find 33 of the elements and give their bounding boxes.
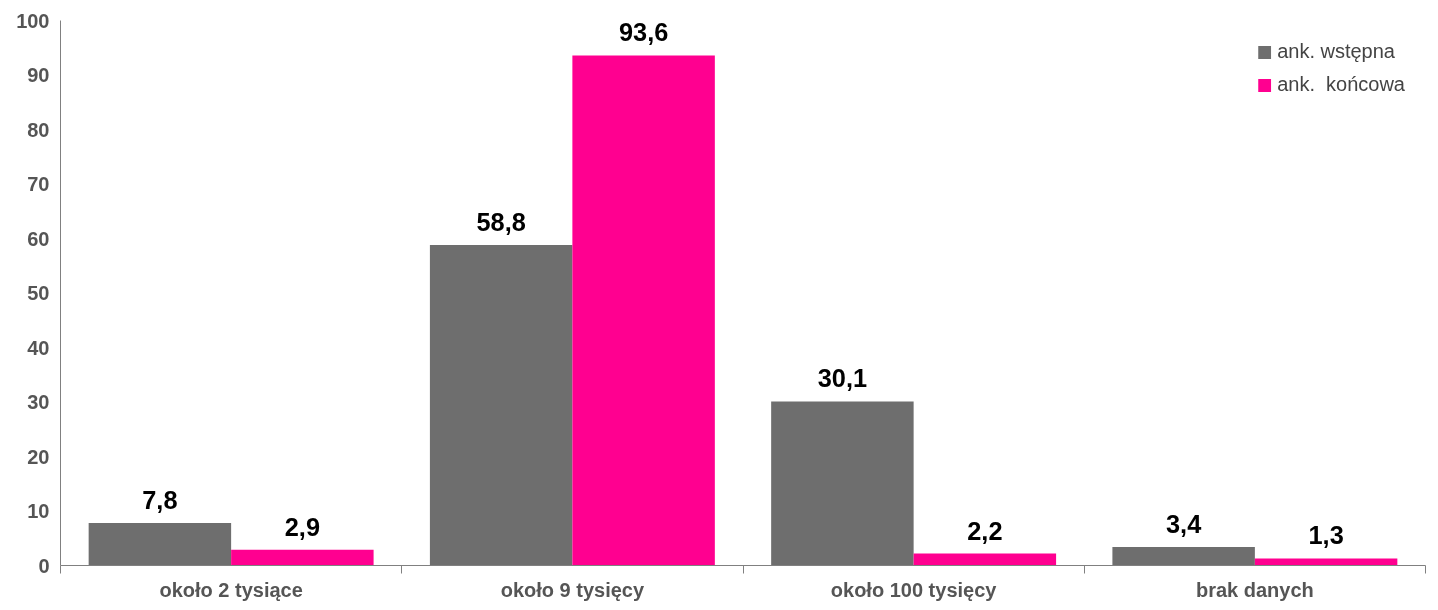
x-tick-label: około 9 tysięcy	[500, 578, 645, 601]
y-tick-label: 20	[27, 445, 50, 468]
bar	[572, 55, 715, 566]
bar	[913, 553, 1057, 566]
y-tick-label: 60	[27, 227, 50, 250]
legend-label: ank. końcowa	[1277, 73, 1405, 96]
data-label: 93,6	[618, 18, 669, 47]
y-tick-label: 40	[27, 336, 50, 359]
y-tick-label: 70	[27, 173, 50, 195]
bar	[771, 401, 914, 566]
bar	[1112, 546, 1255, 566]
y-tick-label: 90	[27, 64, 50, 86]
x-tick-label: około 100 tysięcy	[830, 578, 998, 601]
data-label: 1,3	[1308, 521, 1344, 550]
y-tick-label: 10	[27, 500, 50, 522]
bar	[1254, 558, 1398, 566]
legend-label: ank. wstępna	[1277, 40, 1395, 63]
y-tick-label: 0	[38, 554, 50, 577]
data-label: 7,8	[142, 485, 178, 514]
bar	[231, 549, 374, 566]
data-label: 30,1	[817, 364, 868, 393]
x-tick-label: brak danych	[1195, 578, 1314, 601]
y-tick-label: 80	[27, 118, 50, 141]
y-tick-label: 30	[27, 391, 50, 413]
bar	[429, 245, 573, 566]
data-label: 3,4	[1166, 509, 1202, 538]
data-label: 2,9	[284, 512, 320, 541]
data-label: 2,2	[967, 516, 1003, 545]
bar	[88, 522, 232, 566]
x-tick-label: około 2 tysiące	[159, 578, 303, 601]
data-label: 58,8	[476, 208, 526, 237]
y-tick-label: 100	[16, 9, 50, 32]
y-tick-label: 50	[27, 282, 50, 304]
